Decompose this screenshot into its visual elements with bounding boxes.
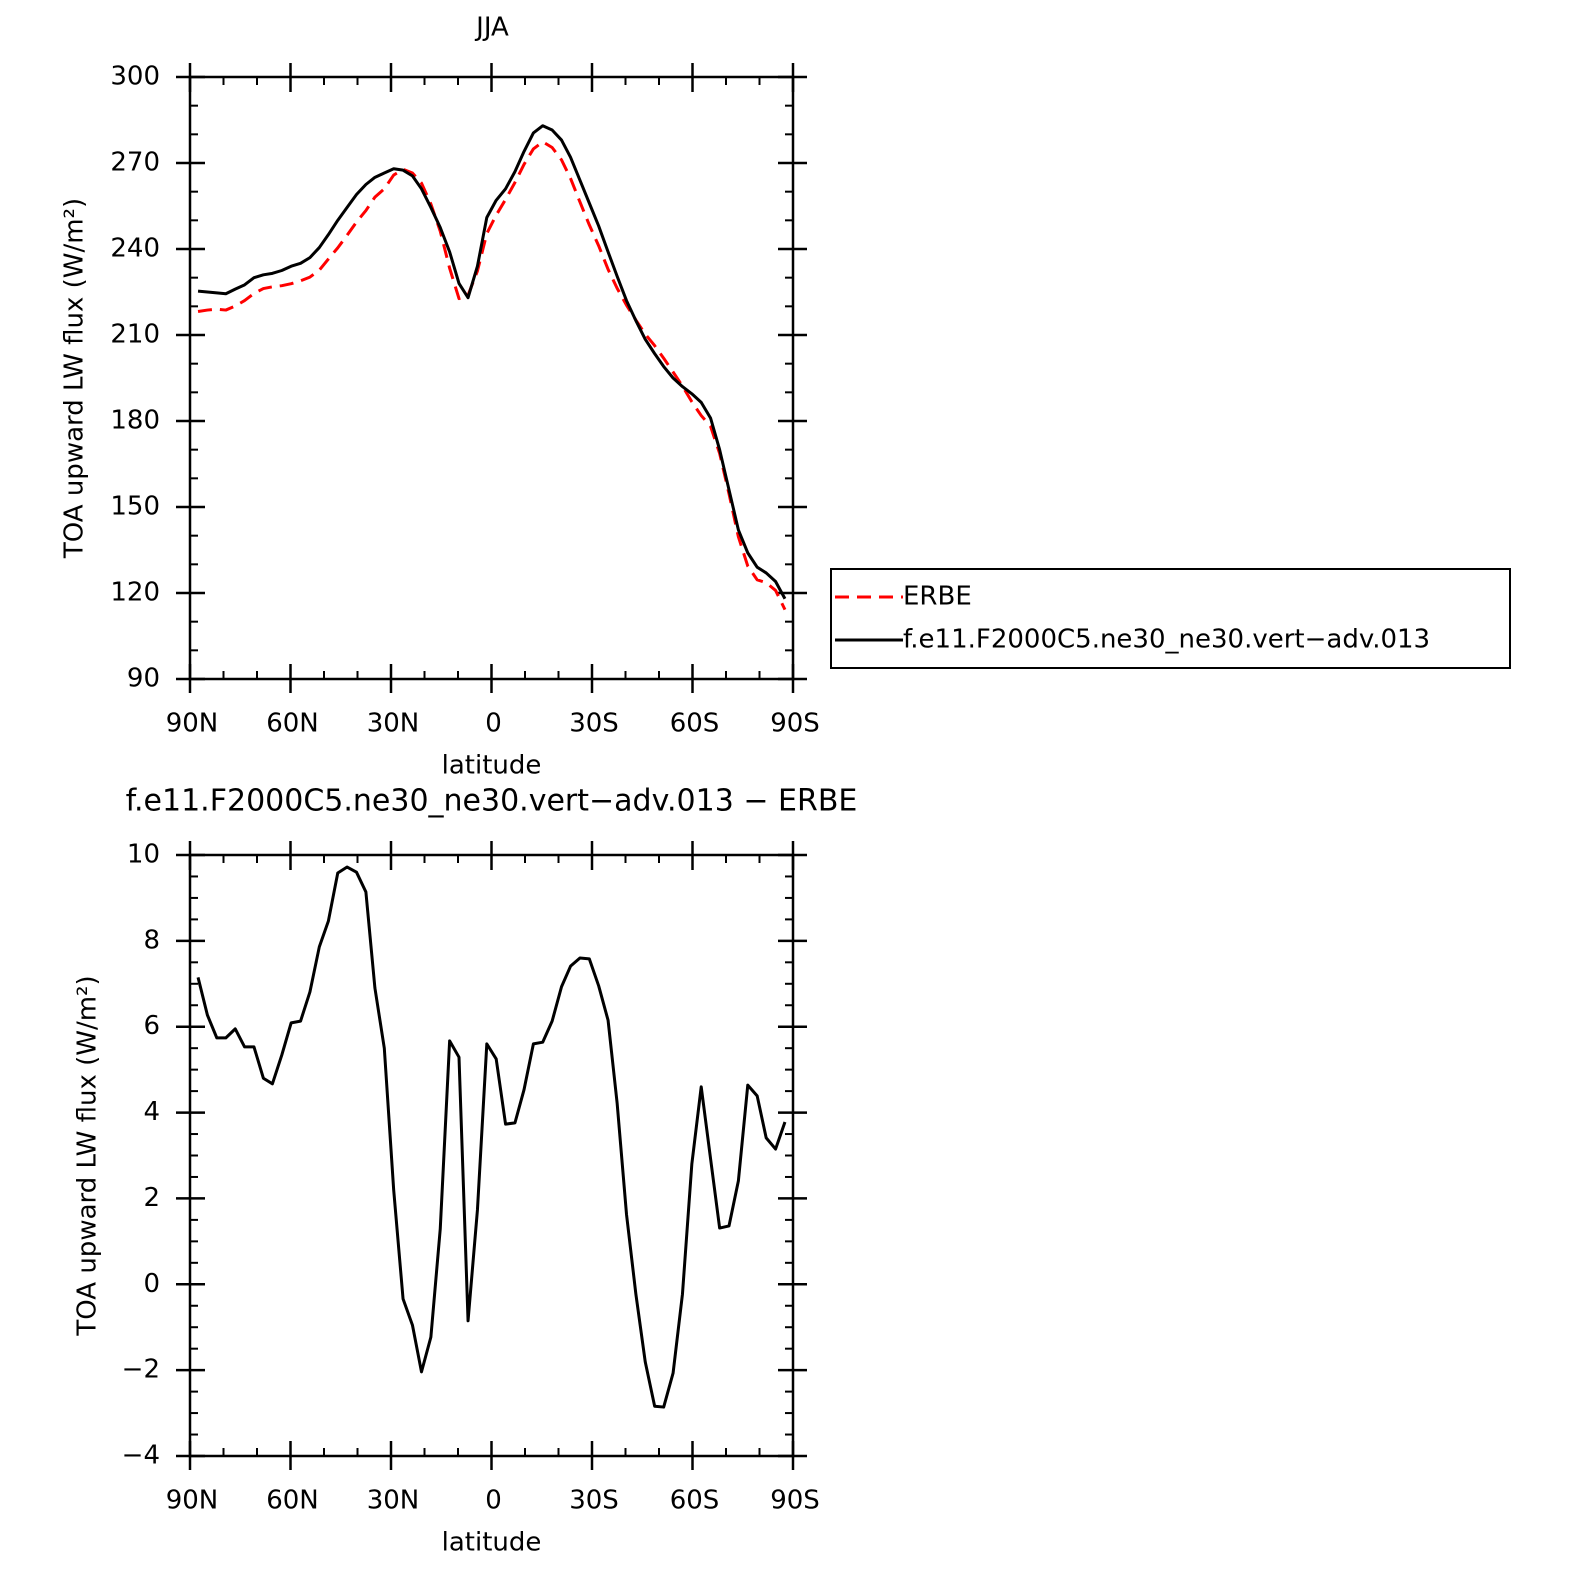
- x-tick-label: 60N: [266, 1486, 319, 1516]
- x-tick-label: 90N: [166, 709, 219, 739]
- legend-label: f.e11.F2000C5.ne30_ne30.vert−adv.013: [903, 625, 1430, 655]
- x-tick-label: 90S: [770, 1486, 820, 1516]
- y-tick-label: 10: [127, 840, 160, 870]
- x-tick-label: 30S: [569, 709, 619, 739]
- plot-frame: [188, 853, 795, 1458]
- y-tick-label: −4: [122, 1441, 160, 1471]
- y-tick-label: 120: [110, 578, 160, 608]
- x-tick-label: 90S: [770, 709, 820, 739]
- y-tick-label: 6: [143, 1011, 160, 1041]
- y-tick-label: 210: [110, 320, 160, 350]
- x-tick-label: 0: [485, 709, 502, 739]
- legend-box: [830, 568, 1511, 669]
- data-line: [196, 865, 787, 1409]
- y-axis-label: TOA upward LW flux (W/m²): [60, 198, 90, 559]
- x-tick-label: 60S: [670, 709, 720, 739]
- data-line: [197, 124, 787, 600]
- chart-title: JJA: [474, 13, 509, 43]
- x-tick-label: 90N: [166, 1486, 219, 1516]
- plot-frame: [188, 75, 795, 681]
- y-tick-label: 240: [110, 234, 160, 264]
- x-tick-label: 30N: [367, 1486, 420, 1516]
- x-axis-label: latitude: [442, 751, 542, 781]
- data-line: [197, 140, 787, 611]
- y-axis-label: TOA upward LW flux (W/m²): [73, 975, 103, 1336]
- chart-title: f.e11.F2000C5.ne30_ne30.vert−adv.013 − E…: [126, 784, 858, 819]
- x-tick-label: 60N: [266, 709, 319, 739]
- y-tick-label: 4: [143, 1097, 160, 1127]
- y-tick-label: 180: [110, 406, 160, 436]
- legend-label: ERBE: [903, 582, 972, 612]
- y-tick-label: 2: [143, 1183, 160, 1213]
- y-tick-label: −2: [122, 1355, 160, 1385]
- x-tick-label: 30N: [367, 709, 420, 739]
- y-tick-label: 270: [110, 148, 160, 178]
- x-tick-label: 30S: [569, 1486, 619, 1516]
- x-tick-label: 0: [485, 1486, 502, 1516]
- y-tick-label: 150: [110, 492, 160, 522]
- y-tick-label: 0: [143, 1269, 160, 1299]
- x-tick-label: 60S: [670, 1486, 720, 1516]
- y-tick-label: 300: [110, 62, 160, 92]
- y-tick-label: 90: [127, 664, 160, 694]
- y-tick-label: 8: [143, 925, 160, 955]
- x-axis-label: latitude: [442, 1528, 542, 1558]
